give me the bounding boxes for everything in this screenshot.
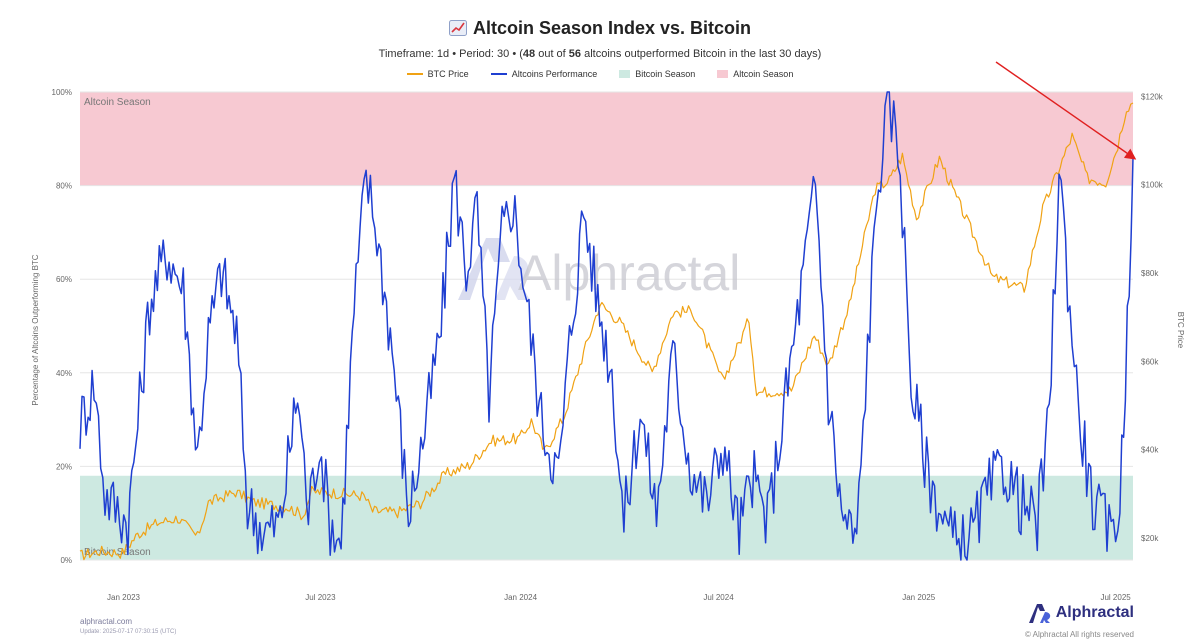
watermark-text: Alphractal bbox=[518, 245, 740, 301]
brand-logo-icon bbox=[1028, 604, 1050, 623]
y-right-tick-label: $120k bbox=[1141, 92, 1164, 101]
x-tick-label: Jul 2024 bbox=[703, 593, 734, 602]
legend-swatch-altcoin-season bbox=[717, 70, 729, 78]
chart-subtitle: Timeframe: 1d • Period: 30 • (48 out of … bbox=[0, 48, 1200, 60]
chart-legend: BTC Price Altcoins Performance Bitcoin S… bbox=[0, 69, 1200, 79]
y-right-axis-title: BTC Price bbox=[1176, 312, 1185, 349]
band-label-altcoin-season: Altcoin Season bbox=[84, 97, 151, 108]
y-left-tick-label: 0% bbox=[60, 556, 72, 565]
x-tick-label: Jul 2023 bbox=[305, 593, 336, 602]
watermark-logo-icon bbox=[458, 238, 510, 300]
y-left-axis-title: Percentage of Altcoins Outperforming BTC bbox=[31, 254, 40, 405]
subtitle-mid: out of bbox=[535, 48, 569, 60]
legend-item-bitcoin-season[interactable]: Bitcoin Season bbox=[619, 69, 695, 79]
subtitle-count: 48 bbox=[522, 48, 536, 60]
x-tick-label: Jan 2023 bbox=[107, 593, 140, 602]
x-tick-label: Jan 2025 bbox=[902, 593, 935, 602]
subtitle-suffix: altcoins outperformed Bitcoin in the las… bbox=[581, 48, 822, 60]
y-right-tick-label: $100k bbox=[1141, 181, 1164, 190]
y-left-tick-label: 60% bbox=[56, 275, 72, 284]
annotation-arrow bbox=[995, 61, 1137, 160]
y-right-tick-label: $80k bbox=[1141, 269, 1159, 278]
subtitle-prefix: Timeframe: 1d • Period: 30 • ( bbox=[378, 48, 523, 60]
y-right-tick-label: $20k bbox=[1141, 534, 1159, 543]
y-left-tick-label: 100% bbox=[52, 88, 72, 97]
copyright: © Alphractal All rights reserved bbox=[1024, 630, 1134, 639]
y-left-tick-label: 20% bbox=[56, 462, 72, 471]
legend-item-altcoin-season[interactable]: Altcoin Season bbox=[717, 69, 793, 79]
legend-label-altcoin-season: Altcoin Season bbox=[733, 69, 794, 79]
legend-label-bitcoin-season: Bitcoin Season bbox=[635, 69, 696, 79]
y-right-tick-label: $60k bbox=[1141, 357, 1159, 366]
subtitle-total: 56 bbox=[568, 48, 582, 60]
chart-emoji-icon bbox=[448, 20, 467, 36]
legend-label-btc-price: BTC Price bbox=[427, 69, 469, 79]
watermark: Alphractal bbox=[458, 238, 740, 301]
legend-swatch-altcoins-performance bbox=[490, 73, 507, 75]
legend-label-altcoins-performance: Altcoins Performance bbox=[511, 69, 598, 79]
chart-title-text: Altcoin Season Index vs. Bitcoin bbox=[472, 18, 752, 38]
series-line-altcoins-performance bbox=[79, 91, 1134, 561]
x-tick-label: Jan 2024 bbox=[504, 593, 537, 602]
y-left-tick-label: 80% bbox=[56, 182, 72, 191]
series-line-btc-price bbox=[79, 102, 1134, 561]
brand-logo: Alphractal bbox=[1028, 603, 1134, 623]
footer-site[interactable]: alphractal.com bbox=[80, 617, 133, 626]
footer-left: alphractal.com Update: 2025-07-17 07:30:… bbox=[80, 617, 176, 635]
legend-swatch-bitcoin-season bbox=[619, 70, 631, 78]
chart-title: Altcoin Season Index vs. Bitcoin bbox=[0, 18, 1200, 39]
y-right-tick-label: $40k bbox=[1141, 446, 1159, 455]
legend-swatch-btc-price bbox=[406, 73, 423, 75]
legend-item-btc-price[interactable]: BTC Price bbox=[406, 69, 469, 79]
band-altcoin-season bbox=[80, 92, 1133, 186]
band-label-bitcoin-season: Bitcoin Season bbox=[84, 547, 151, 558]
watermark-logo-icon-b bbox=[495, 256, 530, 300]
x-tick-label: Jul 2025 bbox=[1100, 593, 1131, 602]
brand-name: Alphractal bbox=[1055, 604, 1134, 621]
footer-update: Update: 2025-07-17 07:30:15 (UTC) bbox=[80, 629, 177, 635]
legend-item-altcoins-performance[interactable]: Altcoins Performance bbox=[490, 69, 598, 79]
y-left-tick-label: 40% bbox=[56, 369, 72, 378]
